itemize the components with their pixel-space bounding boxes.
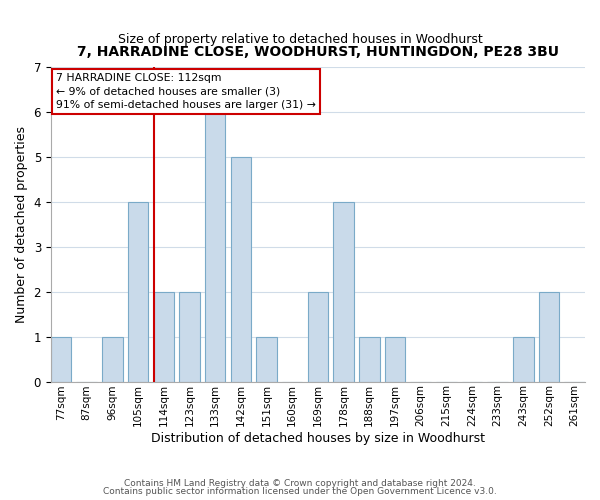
Bar: [333, 202, 354, 382]
Text: Contains public sector information licensed under the Open Government Licence v3: Contains public sector information licen…: [103, 487, 497, 496]
X-axis label: Distribution of detached houses by size in Woodhurst: Distribution of detached houses by size …: [151, 432, 485, 445]
Bar: [513, 336, 533, 382]
Bar: [51, 336, 71, 382]
Bar: [205, 112, 226, 382]
Text: 7 HARRADINE CLOSE: 112sqm
← 9% of detached houses are smaller (3)
91% of semi-de: 7 HARRADINE CLOSE: 112sqm ← 9% of detach…: [56, 74, 316, 110]
Bar: [128, 202, 148, 382]
Title: 7, HARRADINE CLOSE, WOODHURST, HUNTINGDON, PE28 3BU: 7, HARRADINE CLOSE, WOODHURST, HUNTINGDO…: [77, 45, 559, 59]
Bar: [385, 336, 405, 382]
Bar: [359, 336, 380, 382]
Text: Contains HM Land Registry data © Crown copyright and database right 2024.: Contains HM Land Registry data © Crown c…: [124, 478, 476, 488]
Bar: [102, 336, 122, 382]
Bar: [179, 292, 200, 382]
Bar: [256, 336, 277, 382]
Text: Size of property relative to detached houses in Woodhurst: Size of property relative to detached ho…: [118, 32, 482, 46]
Bar: [308, 292, 328, 382]
Bar: [154, 292, 174, 382]
Y-axis label: Number of detached properties: Number of detached properties: [15, 126, 28, 323]
Bar: [230, 157, 251, 382]
Bar: [539, 292, 559, 382]
